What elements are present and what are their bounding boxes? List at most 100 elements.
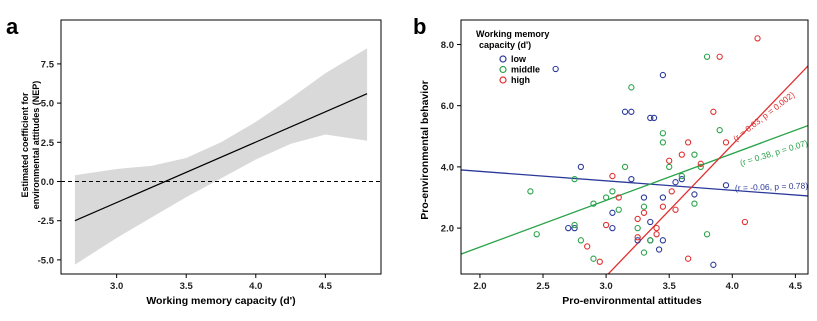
- point-high: [654, 225, 659, 230]
- panel-b-x-axis-label: Pro-environmental attitudes: [562, 295, 702, 307]
- point-high: [723, 140, 728, 145]
- legend-label-middle: middle: [511, 65, 540, 75]
- point-low: [610, 225, 615, 230]
- point-high: [686, 256, 691, 261]
- point-middle: [692, 152, 697, 157]
- point-high: [669, 189, 674, 194]
- panel-a-y-ticks: 7.5 5.0 2.5 0.0 -2.5 -5.0: [38, 59, 61, 266]
- confidence-band: [75, 48, 367, 264]
- y-tick-label: 0.0: [41, 177, 54, 188]
- y-tick-label: 4.0: [441, 162, 454, 173]
- panel-a-x-ticks: 3.0 3.5 4.0 4.5: [110, 274, 333, 292]
- point-low: [660, 195, 665, 200]
- point-middle: [641, 250, 646, 255]
- point-high: [711, 109, 716, 114]
- point-high: [667, 158, 672, 163]
- confidence-band-area: [75, 48, 367, 264]
- x-tick-label: 4.5: [789, 281, 803, 292]
- legend-marker-middle: [500, 67, 506, 73]
- fit-lines: [461, 66, 808, 289]
- point-low: [711, 262, 716, 267]
- point-middle: [704, 232, 709, 237]
- point-high: [641, 210, 646, 215]
- panel-a: a 7.5 5.0 2.5 0.0 -2.5 -5.0 3.0 3.5 4.0 4.5 Esti…: [6, 14, 381, 307]
- point-middle: [604, 195, 609, 200]
- point-middle: [717, 128, 722, 133]
- point-middle: [578, 238, 583, 243]
- x-tick-label: 2.5: [536, 281, 550, 292]
- point-high: [585, 244, 590, 249]
- legend: Working memory capacity (d') lowmiddlehi…: [476, 29, 549, 85]
- x-tick-label: 3.5: [663, 281, 677, 292]
- y-tick-label: 7.5: [41, 59, 55, 70]
- point-low: [566, 225, 571, 230]
- point-low: [657, 247, 662, 252]
- point-middle: [660, 131, 665, 136]
- panel-a-letter: a: [6, 14, 19, 39]
- legend-label-low: low: [511, 54, 527, 64]
- point-middle: [692, 201, 697, 206]
- x-tick-label: 3.0: [110, 281, 123, 292]
- x-tick-label: 4.0: [249, 281, 262, 292]
- point-low: [692, 192, 697, 197]
- correlation-annotations: (r = -0.06, p = 0.78) (r = 0.38, p = 0.07…: [731, 89, 809, 193]
- point-low: [723, 183, 728, 188]
- x-tick-label: 4.0: [726, 281, 739, 292]
- legend-title-line2: capacity (d'): [479, 40, 531, 50]
- legend-label-high: high: [511, 75, 530, 85]
- point-high: [660, 204, 665, 209]
- x-tick-label: 3.5: [180, 281, 194, 292]
- point-high: [673, 207, 678, 212]
- y-tick-label: 2.5: [41, 138, 55, 149]
- legend-marker-low: [500, 56, 506, 62]
- point-low: [629, 177, 634, 182]
- annotation-low: (r = -0.06, p = 0.78): [735, 180, 809, 193]
- panel-a-x-axis-label: Working memory capacity (d'): [146, 295, 295, 307]
- point-low: [648, 219, 653, 224]
- point-low: [578, 164, 583, 169]
- point-middle: [629, 85, 634, 90]
- y-tick-label: 8.0: [441, 40, 454, 51]
- fit-line-high: [593, 66, 808, 289]
- point-middle: [648, 238, 653, 243]
- annotation-high: (r = 0.63, p = 0.002): [731, 89, 796, 143]
- point-low: [553, 66, 558, 71]
- point-high: [679, 152, 684, 157]
- y-tick-label: 6.0: [441, 101, 454, 112]
- estimate-line: [75, 94, 367, 221]
- point-high: [686, 140, 691, 145]
- y-tick-label: 2.0: [441, 224, 454, 235]
- point-high: [604, 222, 609, 227]
- x-tick-label: 3.0: [599, 281, 612, 292]
- y-tick-label: 5.0: [41, 99, 54, 110]
- panel-b-y-ticks: 8.0 6.0 4.0 2.0: [441, 40, 461, 235]
- y-tick-label: -2.5: [38, 216, 55, 227]
- y-tick-label: -5.0: [38, 255, 54, 266]
- point-low: [629, 109, 634, 114]
- point-middle: [616, 207, 621, 212]
- point-low: [660, 238, 665, 243]
- x-tick-label: 4.5: [319, 281, 333, 292]
- panel-b-y-axis-label: Pro-environmental behavior: [419, 80, 431, 219]
- point-high: [635, 216, 640, 221]
- panel-a-ylabel-line2: environmental attitudes (NEP): [31, 81, 41, 210]
- legend-marker-high: [500, 77, 506, 83]
- legend-title-line1: Working memory: [476, 29, 549, 39]
- point-middle: [635, 225, 640, 230]
- panel-b-x-ticks: 2.0 2.5 3.0 3.5 4.0 4.5: [473, 274, 802, 292]
- point-high: [654, 232, 659, 237]
- point-high: [597, 259, 602, 264]
- point-high: [742, 219, 747, 224]
- point-middle: [667, 164, 672, 169]
- point-middle: [610, 189, 615, 194]
- point-middle: [534, 232, 539, 237]
- point-middle: [528, 189, 533, 194]
- point-middle: [704, 54, 709, 59]
- point-low: [622, 109, 627, 114]
- panel-b-letter: b: [413, 14, 426, 39]
- annotation-middle: (r = 0.38, p = 0.07): [739, 138, 809, 168]
- point-high: [610, 173, 615, 178]
- x-tick-label: 2.0: [473, 281, 486, 292]
- point-high: [755, 36, 760, 41]
